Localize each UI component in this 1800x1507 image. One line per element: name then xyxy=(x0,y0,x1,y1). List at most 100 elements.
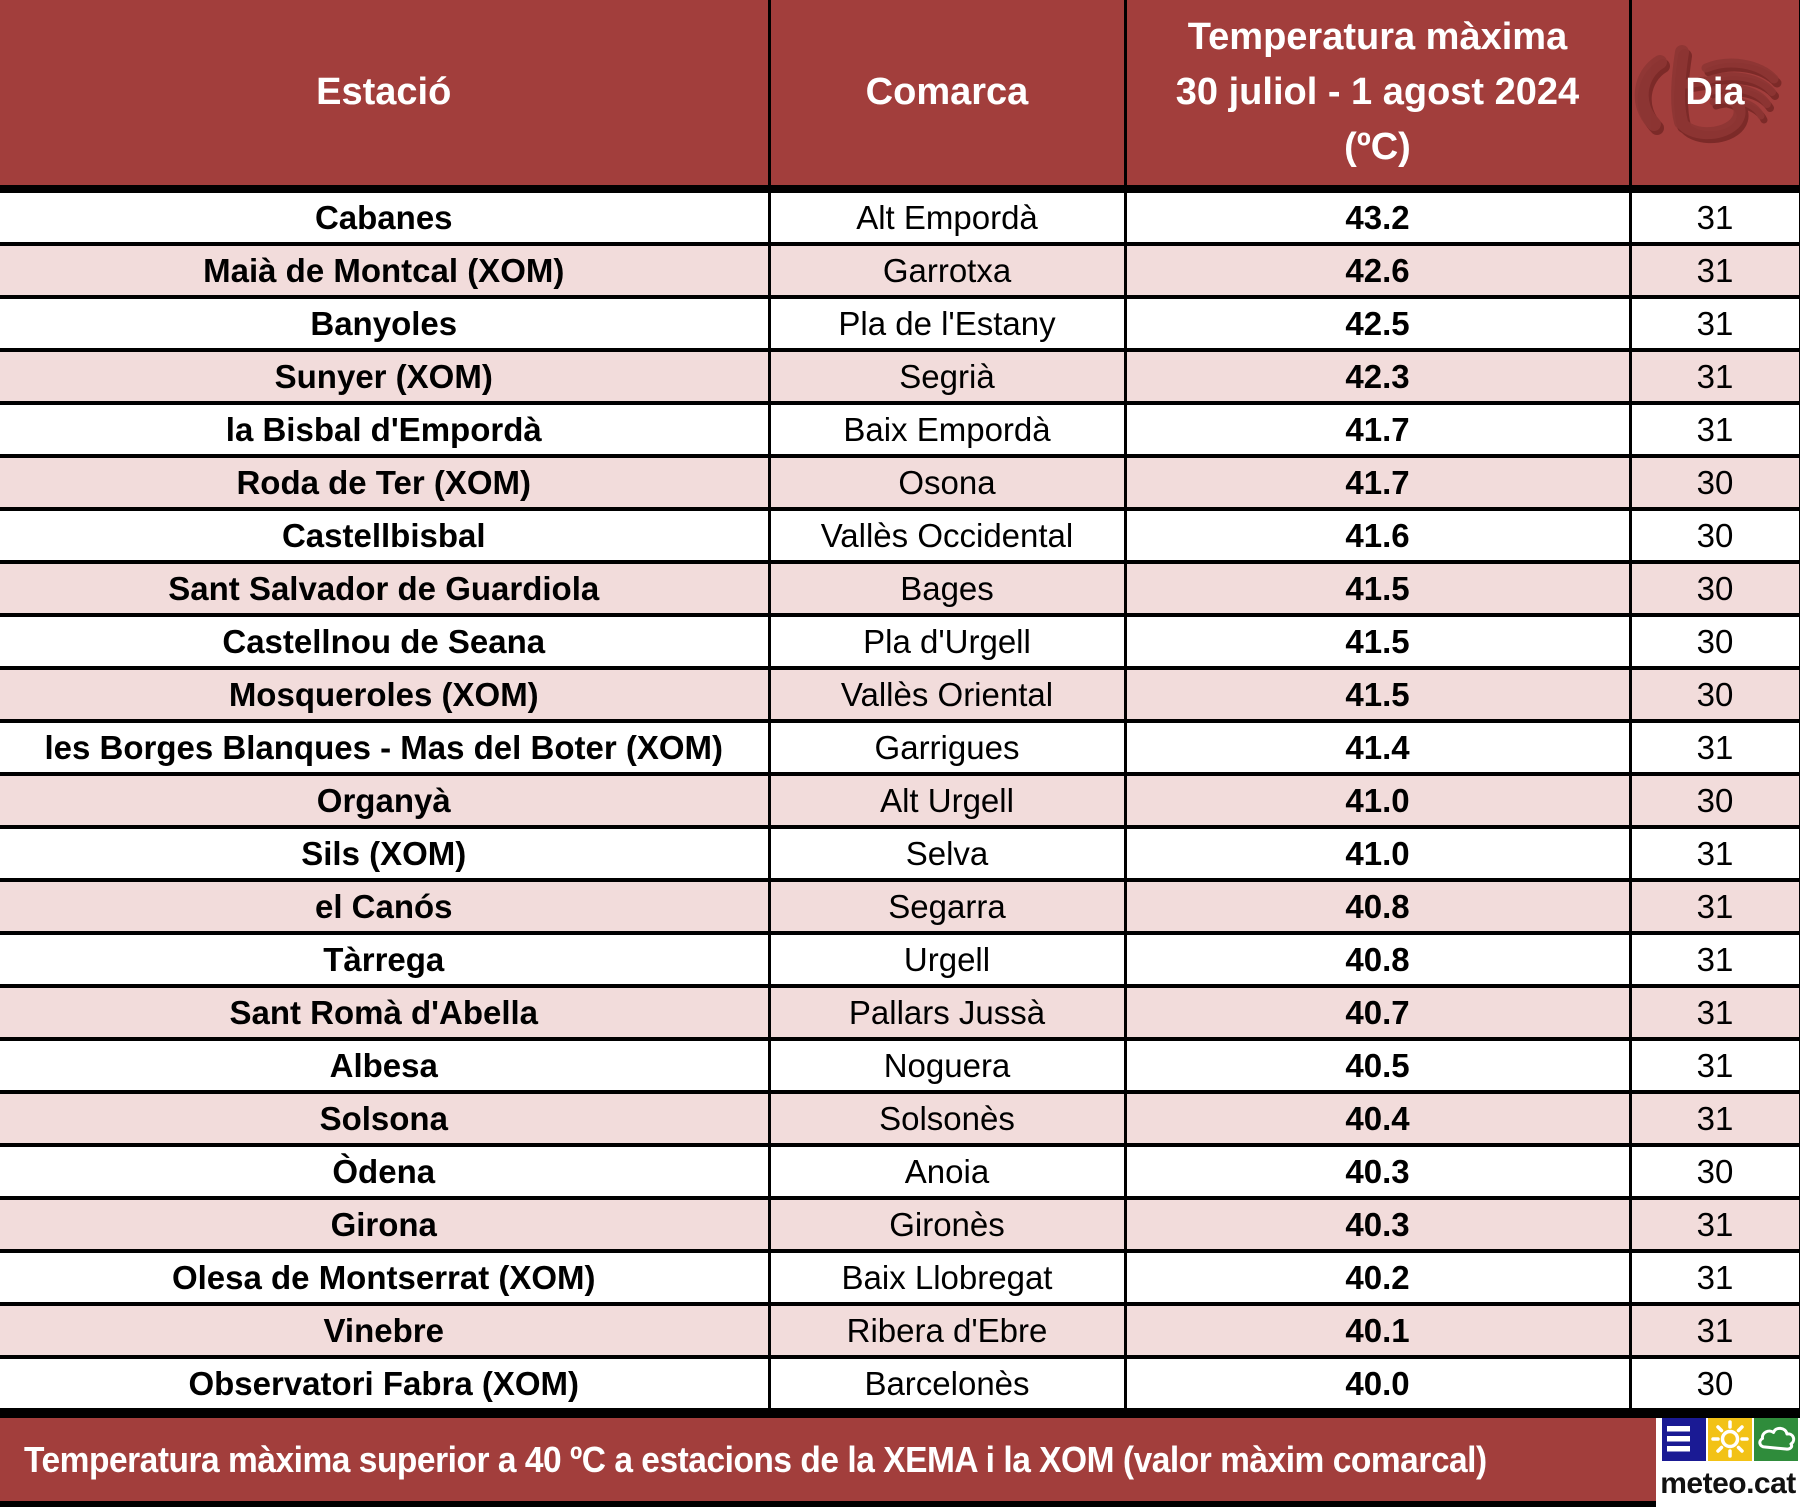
menu-bars-icon xyxy=(1662,1418,1706,1461)
day-cell: 31 xyxy=(1630,933,1800,988)
temperature-cell: 40.3 xyxy=(1125,1198,1632,1253)
table-row: Organyà Alt Urgell 41.0 30 xyxy=(0,774,1800,829)
day-cell: 30 xyxy=(1630,668,1800,723)
comarca-cell: Gironès xyxy=(769,1198,1127,1253)
temperature-cell: 40.7 xyxy=(1125,986,1632,1041)
temperature-cell: 42.6 xyxy=(1125,244,1632,299)
temperature-cell: 40.8 xyxy=(1125,933,1632,988)
comarca-cell: Ribera d'Ebre xyxy=(769,1304,1127,1359)
temperature-cell: 41.0 xyxy=(1125,774,1632,829)
station-cell: Maià de Montcal (XOM) xyxy=(0,244,771,299)
station-cell: Albesa xyxy=(0,1039,771,1094)
station-cell: Cabanes xyxy=(0,189,771,246)
temperature-cell: 40.0 xyxy=(1125,1357,1632,1412)
temperature-cell: 40.4 xyxy=(1125,1092,1632,1147)
table-row: Cabanes Alt Empordà 43.2 31 xyxy=(0,189,1800,246)
comarca-cell: Osona xyxy=(769,456,1127,511)
comarca-cell: Vallès Occidental xyxy=(769,509,1127,564)
day-cell: 31 xyxy=(1630,1039,1800,1094)
cloud-icon xyxy=(1754,1418,1798,1461)
station-cell: Sils (XOM) xyxy=(0,827,771,882)
station-cell: Sant Romà d'Abella xyxy=(0,986,771,1041)
sun-icon xyxy=(1708,1418,1752,1461)
day-cell: 30 xyxy=(1630,562,1800,617)
comarca-cell: Alt Empordà xyxy=(769,189,1127,246)
day-cell: 30 xyxy=(1630,1145,1800,1200)
station-cell: Observatori Fabra (XOM) xyxy=(0,1357,771,1412)
day-cell: 31 xyxy=(1630,1092,1800,1147)
table-row: Maià de Montcal (XOM) Garrotxa 42.6 31 xyxy=(0,244,1800,299)
meteocat-logo: meteo.cat xyxy=(1656,1418,1800,1507)
table-row: Olesa de Montserrat (XOM) Baix Llobregat… xyxy=(0,1251,1800,1306)
temperature-cell: 43.2 xyxy=(1125,189,1632,246)
comarca-cell: Baix Empordà xyxy=(769,403,1127,458)
comarca-cell: Segarra xyxy=(769,880,1127,935)
temperature-cell: 40.1 xyxy=(1125,1304,1632,1359)
station-cell: Organyà xyxy=(0,774,771,829)
figure-footer: Temperatura màxima superior a 40 ºC a es… xyxy=(0,1412,1800,1507)
footer-caption: Temperatura màxima superior a 40 ºC a es… xyxy=(0,1418,1656,1507)
comarca-cell: Garrigues xyxy=(769,721,1127,776)
table-row: Sunyer (XOM) Segrià 42.3 31 xyxy=(0,350,1800,405)
day-cell: 30 xyxy=(1630,774,1800,829)
station-cell: Castellbisbal xyxy=(0,509,771,564)
station-cell: Olesa de Montserrat (XOM) xyxy=(0,1251,771,1306)
day-cell: 31 xyxy=(1630,721,1800,776)
footer-caption-text: Temperatura màxima superior a 40 ºC a es… xyxy=(24,1438,1487,1480)
column-header-temperature: Temperatura màxima 30 juliol - 1 agost 2… xyxy=(1125,0,1632,193)
day-cell: 30 xyxy=(1630,615,1800,670)
day-cell: 30 xyxy=(1630,456,1800,511)
comarca-cell: Pla d'Urgell xyxy=(769,615,1127,670)
temperature-table: Estació Comarca Temperatura màxima 30 ju… xyxy=(0,0,1800,1412)
day-cell: 31 xyxy=(1630,244,1800,299)
column-header-station: Estació xyxy=(0,0,771,193)
station-cell: Roda de Ter (XOM) xyxy=(0,456,771,511)
day-cell: 31 xyxy=(1630,189,1800,246)
meteocat-logo-squares xyxy=(1656,1418,1800,1461)
temperature-cell: 41.0 xyxy=(1125,827,1632,882)
station-cell: Sant Salvador de Guardiola xyxy=(0,562,771,617)
comarca-cell: Pla de l'Estany xyxy=(769,297,1127,352)
station-cell: Castellnou de Seana xyxy=(0,615,771,670)
table-row: Mosqueroles (XOM) Vallès Oriental 41.5 3… xyxy=(0,668,1800,723)
temperature-cell: 42.3 xyxy=(1125,350,1632,405)
station-cell: Mosqueroles (XOM) xyxy=(0,668,771,723)
comarca-cell: Anoia xyxy=(769,1145,1127,1200)
table-row: Sils (XOM) Selva 41.0 31 xyxy=(0,827,1800,882)
table-body: Cabanes Alt Empordà 43.2 31 Maià de Mont… xyxy=(0,189,1800,1412)
table-row: la Bisbal d'Empordà Baix Empordà 41.7 31 xyxy=(0,403,1800,458)
table-row: Observatori Fabra (XOM) Barcelonès 40.0 … xyxy=(0,1357,1800,1412)
station-cell: la Bisbal d'Empordà xyxy=(0,403,771,458)
table-header: Estació Comarca Temperatura màxima 30 ju… xyxy=(0,0,1800,193)
day-cell: 31 xyxy=(1630,1251,1800,1306)
day-cell: 31 xyxy=(1630,1198,1800,1253)
day-cell: 31 xyxy=(1630,986,1800,1041)
table-row: Sant Romà d'Abella Pallars Jussà 40.7 31 xyxy=(0,986,1800,1041)
station-cell: Vinebre xyxy=(0,1304,771,1359)
day-cell: 31 xyxy=(1630,297,1800,352)
table-row: Vinebre Ribera d'Ebre 40.1 31 xyxy=(0,1304,1800,1359)
comarca-cell: Urgell xyxy=(769,933,1127,988)
temperature-cell: 41.5 xyxy=(1125,668,1632,723)
table-row: les Borges Blanques - Mas del Boter (XOM… xyxy=(0,721,1800,776)
temperature-cell: 40.8 xyxy=(1125,880,1632,935)
comarca-cell: Barcelonès xyxy=(769,1357,1127,1412)
temperature-cell: 41.5 xyxy=(1125,562,1632,617)
comarca-cell: Noguera xyxy=(769,1039,1127,1094)
day-cell: 31 xyxy=(1630,350,1800,405)
comarca-cell: Alt Urgell xyxy=(769,774,1127,829)
temperature-cell: 41.5 xyxy=(1125,615,1632,670)
table-row: Sant Salvador de Guardiola Bages 41.5 30 xyxy=(0,562,1800,617)
table-row: el Canós Segarra 40.8 31 xyxy=(0,880,1800,935)
temperature-cell: 40.5 xyxy=(1125,1039,1632,1094)
column-header-day: Dia xyxy=(1630,0,1800,193)
station-cell: Òdena xyxy=(0,1145,771,1200)
temperature-cell: 40.3 xyxy=(1125,1145,1632,1200)
station-cell: Sunyer (XOM) xyxy=(0,350,771,405)
table-row: Castellnou de Seana Pla d'Urgell 41.5 30 xyxy=(0,615,1800,670)
table-row: Banyoles Pla de l'Estany 42.5 31 xyxy=(0,297,1800,352)
temperature-cell: 41.6 xyxy=(1125,509,1632,564)
comarca-cell: Pallars Jussà xyxy=(769,986,1127,1041)
comarca-cell: Bages xyxy=(769,562,1127,617)
